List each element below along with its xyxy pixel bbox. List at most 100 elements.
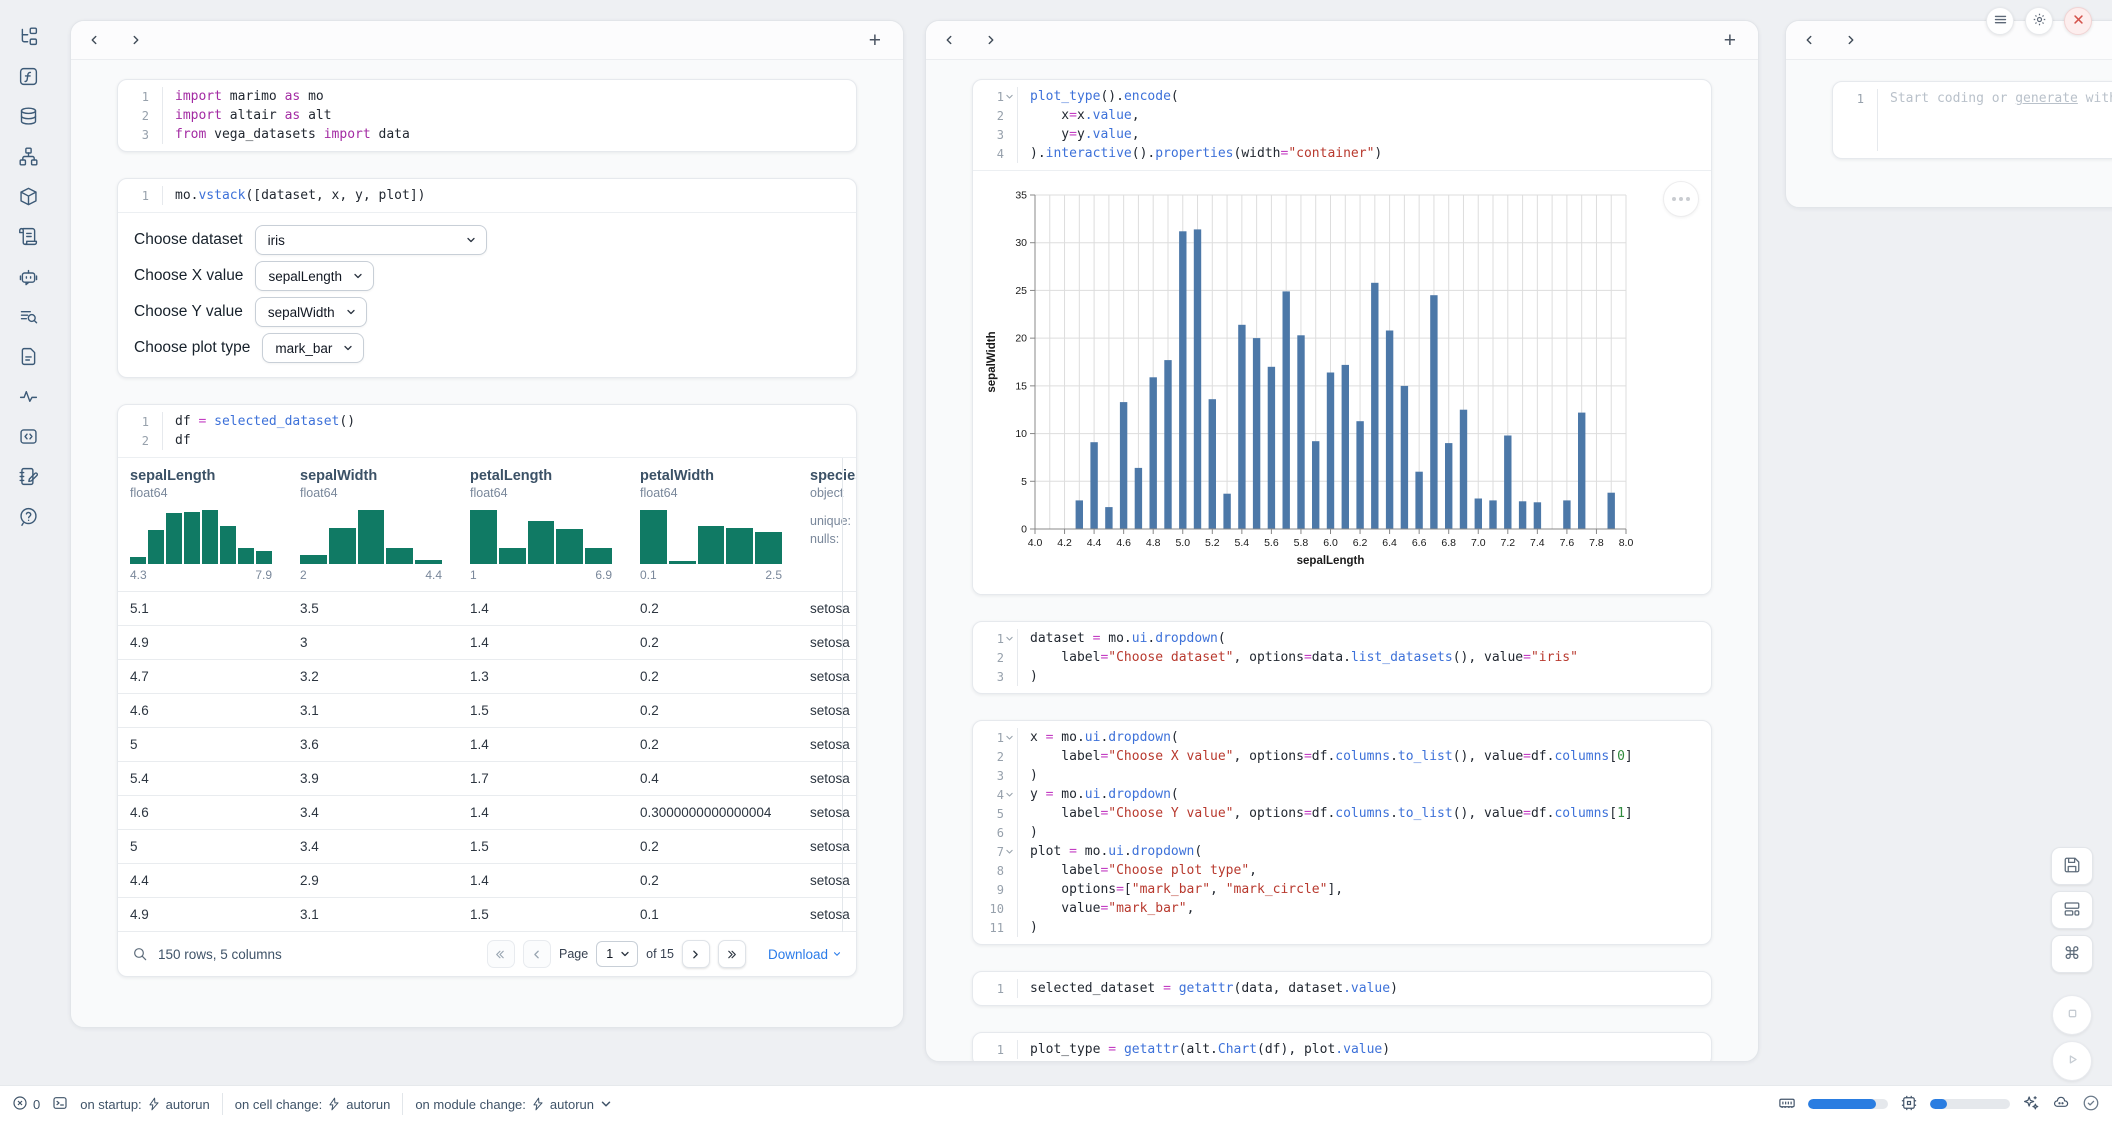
sidebar-datasources-icon[interactable] <box>15 104 41 129</box>
column-move-left-button[interactable] <box>1802 33 1816 47</box>
dropdown-label: Choose plot type <box>134 339 251 356</box>
copilot-button[interactable] <box>2052 1094 2070 1115</box>
table-footer: 150 rows, 5 columns Page 1 of 15 Download <box>118 931 856 976</box>
shutdown-button[interactable] <box>2064 7 2092 35</box>
sidebar-find-icon[interactable] <box>15 304 41 329</box>
fold-toggle-icon[interactable] <box>1004 733 1014 743</box>
next-page-button[interactable] <box>681 940 710 968</box>
notebook-cell: 1 2 3 4 5 6 7 8 9 10 11 x = mo.ui.dropdown( label="… <box>972 720 1712 945</box>
runtime-config-on-module-change[interactable]: on module change: autorun <box>415 1097 613 1112</box>
table-search-button[interactable] <box>132 946 148 962</box>
table-cell: setosa <box>810 771 850 786</box>
column-move-right-button[interactable] <box>984 33 998 47</box>
svg-text:4.8: 4.8 <box>1146 537 1161 549</box>
sidebar-dependencies-icon[interactable] <box>15 144 41 169</box>
column-move-right-button[interactable] <box>1844 33 1858 47</box>
sidebar-logs-icon[interactable] <box>15 224 41 249</box>
code-editor[interactable]: 1 2 3 import marimo as mo import altair as a… <box>118 80 856 151</box>
fold-toggle-icon[interactable] <box>1004 92 1014 102</box>
column-header-species[interactable]: species object unique: nulls: <box>798 458 856 591</box>
table-row: 4.9 3.1 1.5 0.1 setosa <box>118 897 856 931</box>
svg-text:6.2: 6.2 <box>1353 537 1368 549</box>
sidebar-packages-icon[interactable] <box>15 184 41 209</box>
code-lines: Start coding or generate with AI <box>1890 91 2112 106</box>
column-move-left-button[interactable] <box>87 33 101 47</box>
table-cell: 3.1 <box>300 703 319 718</box>
code-lines: plot_type = getattr(alt.Chart(df), plot.… <box>1030 1042 1391 1057</box>
sidebar-snippets-icon[interactable] <box>15 424 41 449</box>
column-header-sepalwidth[interactable]: sepalWidth float64 2 4.4 <box>288 458 458 591</box>
altair-bar-chart[interactable]: 4.0 4.2 4.4 4.6 4.8 5.0 5.2 5.4 5.6 5.8 6.0 6.2 6.4 6… <box>981 181 1686 579</box>
notebook-cell: 1 selected_dataset = getattr(data, datase… <box>972 971 1712 1006</box>
chart-actions-button[interactable] <box>1663 181 1699 217</box>
side-actions: ⌘ <box>2050 847 2094 1081</box>
runtime-config-on-startup[interactable]: on startup: autorun <box>80 1096 210 1112</box>
table-cell: 3.5 <box>300 601 319 616</box>
table-cell: 3.4 <box>300 839 319 854</box>
stop-button[interactable] <box>2052 995 2092 1035</box>
column-move-right-button[interactable] <box>129 33 143 47</box>
sidebar-ai-chat-icon[interactable] <box>15 264 41 289</box>
keyboard-shortcuts-button[interactable]: ⌘ <box>2051 935 2093 973</box>
svg-text:25: 25 <box>1015 285 1027 297</box>
sidebar-help-icon[interactable] <box>15 504 41 529</box>
add-column-button[interactable]: + <box>1718 29 1742 52</box>
code-editor[interactable]: 1 selected_dataset = getattr(data, datase… <box>973 972 1711 1005</box>
first-page-button[interactable] <box>486 940 515 968</box>
kernel-status-button[interactable] <box>2082 1094 2100 1115</box>
last-page-button[interactable] <box>717 940 746 968</box>
run-button[interactable] <box>2052 1041 2092 1081</box>
sidebar-file-tree-icon[interactable] <box>15 24 41 49</box>
notebook-menu-button[interactable] <box>1986 7 2014 35</box>
page-select[interactable]: 1 <box>596 941 639 967</box>
sidebar-documentation-icon[interactable] <box>15 344 41 369</box>
dropdown-label: Choose dataset <box>134 231 243 248</box>
code-lines: plot_type().encode( x=x.value, y=y.value… <box>1030 89 1383 161</box>
code-editor[interactable]: 1 2 3 4 5 6 7 8 9 10 11 x = mo.ui.dropdown( label="… <box>973 721 1711 944</box>
fold-toggle-icon[interactable] <box>1004 847 1014 857</box>
choose-x-value-select[interactable]: sepalLength <box>255 261 375 291</box>
choose-dataset-select[interactable]: iris <box>254 225 487 255</box>
code-editor[interactable]: 1 mo.vstack([dataset, x, y, plot]) <box>118 179 856 212</box>
layout-button[interactable] <box>2051 891 2093 929</box>
save-button[interactable] <box>2051 847 2093 885</box>
table-row: 5 3.4 1.5 0.2 setosa <box>118 829 856 863</box>
code-editor[interactable]: 1 plot_type = getattr(alt.Chart(df), plot… <box>973 1033 1711 1061</box>
sidebar-functions-icon[interactable] <box>15 64 41 89</box>
fold-toggle-icon[interactable] <box>1004 790 1014 800</box>
search-icon <box>134 948 147 961</box>
status-bar: 0 on startup: autorun on cell change: autor… <box>0 1085 2112 1122</box>
download-button[interactable]: Download <box>768 947 842 962</box>
column-header-petallength[interactable]: petalLength float64 1 6.9 <box>458 458 628 591</box>
notebook-column-3: 1 Start coding or generate with AI <box>1785 20 2112 208</box>
code-editor[interactable]: 1 2 3 4 plot_type().encode( x=x.value, y=y.v… <box>973 80 1711 170</box>
code-editor[interactable]: 1 2 df = selected_dataset() df <box>118 405 856 457</box>
fold-toggle-icon[interactable] <box>1004 634 1014 644</box>
errors-indicator[interactable]: 0 <box>12 1095 40 1114</box>
choose-plot-type-select[interactable]: mark_bar <box>262 333 365 363</box>
terminal-button[interactable] <box>52 1095 68 1114</box>
column-type: float64 <box>470 486 508 500</box>
svg-text:4.6: 4.6 <box>1116 537 1131 549</box>
code-editor-empty[interactable]: 1 Start coding or generate with AI <box>1833 82 2112 158</box>
column-3-header <box>1786 21 2112 60</box>
prev-page-button[interactable] <box>522 940 551 968</box>
column-header-sepallength[interactable]: sepalLength float64 4.3 7.9 <box>118 458 288 591</box>
table-cell: 3.6 <box>300 737 319 752</box>
sidebar-tracing-icon[interactable] <box>15 384 41 409</box>
pagination: Page 1 of 15 Download <box>486 940 842 968</box>
code-editor[interactable]: 1 2 3 dataset = mo.ui.dropdown( label="Choo… <box>973 622 1711 693</box>
sidebar-scratchpad-icon[interactable] <box>15 464 41 489</box>
add-column-button[interactable]: + <box>863 29 887 52</box>
column-min-max: 4.3 7.9 <box>130 568 272 582</box>
runtime-config-on-cell-change[interactable]: on cell change: autorun <box>234 1096 391 1112</box>
column-move-left-button[interactable] <box>942 33 956 47</box>
notebook-cell: 1 2 df = selected_dataset() df sepalLength fl… <box>117 404 857 977</box>
settings-button[interactable] <box>2025 7 2053 35</box>
close-icon <box>2071 12 2086 30</box>
ai-assistant-button[interactable] <box>2022 1094 2040 1115</box>
column-header-petalwidth[interactable]: petalWidth float64 0.1 2.5 <box>628 458 798 591</box>
table-cell: 4.4 <box>130 873 149 888</box>
choose-y-value-select[interactable]: sepalWidth <box>254 297 367 327</box>
generate-with-ai-link[interactable]: generate <box>2015 91 2078 106</box>
